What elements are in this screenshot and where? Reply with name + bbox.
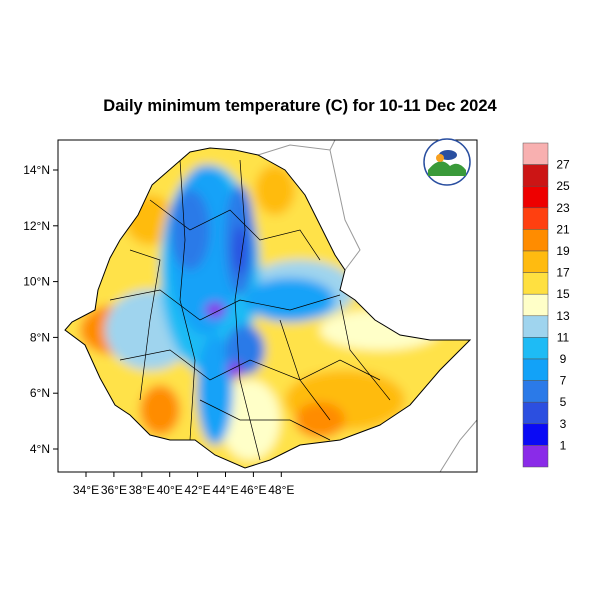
colorbar-label: 5 (560, 395, 567, 409)
colorbar-label: 21 (556, 222, 570, 236)
axes: 34°E 36°E 38°E 40°E 42°E 44°E 46°E 48°E 14°N 12°N… (23, 163, 294, 497)
y-tick-label: 4°N (30, 442, 50, 456)
temperature-region (197, 335, 233, 445)
colorbar-swatch (522, 423, 549, 446)
x-tick-label: 42°E (185, 483, 211, 497)
temperature-region (205, 302, 225, 318)
colorbar-swatch (522, 445, 549, 468)
colorbar-label: 17 (556, 266, 570, 280)
colorbar-label: 27 (556, 158, 570, 172)
colorbar-swatch (522, 250, 549, 273)
colorbar-label: 25 (556, 179, 570, 193)
map-frame (57, 139, 478, 473)
colorbar-swatch (522, 358, 549, 381)
y-tick-label: 8°N (30, 330, 50, 344)
colorbar-label: 1 (560, 438, 567, 452)
x-tick-label: 38°E (129, 483, 155, 497)
colorbar-swatch (522, 164, 549, 187)
temperature-region (295, 402, 345, 438)
colorbar-swatch (522, 315, 549, 338)
x-tick-label: 48°E (268, 483, 294, 497)
x-tick-label: 34°E (73, 483, 99, 497)
colorbar-label: 23 (556, 201, 570, 215)
neighbor-borders (257, 140, 477, 472)
colorbar-label: 15 (556, 287, 570, 301)
admin-boundaries (109, 159, 391, 461)
logo (423, 138, 471, 186)
colorbar-swatch (522, 401, 549, 425)
colorbar-label: 11 (557, 330, 570, 344)
temperature-region (255, 165, 295, 215)
colorbar: 27 25 23 21 19 17 15 13 11 9 7 5 3 1 (522, 142, 570, 468)
y-tick-label: 14°N (23, 163, 50, 177)
colorbar-label: 13 (556, 309, 570, 323)
colorbar-swatch (522, 229, 549, 252)
colorbar-swatch (522, 207, 549, 230)
colorbar-swatch (522, 272, 549, 295)
colorbar-swatch (522, 380, 549, 403)
colorbar-swatch (522, 293, 549, 317)
colorbar-label: 7 (560, 374, 567, 388)
y-tick-label: 12°N (23, 219, 50, 233)
x-tick-label: 40°E (157, 483, 183, 497)
colorbar-swatch (522, 142, 549, 165)
temperature-region (320, 310, 440, 350)
x-tick-label: 36°E (101, 483, 127, 497)
x-tick-label: 46°E (240, 483, 266, 497)
temperature-region (233, 225, 247, 275)
temperature-region (140, 385, 180, 435)
x-tick-label: 44°E (212, 483, 238, 497)
colorbar-swatch (522, 185, 549, 209)
colorbar-swatch (522, 337, 549, 360)
temperature-field (65, 148, 470, 468)
temperature-region (245, 278, 335, 322)
colorbar-label: 9 (560, 352, 567, 366)
colorbar-label: 19 (556, 244, 570, 258)
colorbar-label: 3 (560, 417, 567, 431)
y-tick-label: 10°N (23, 275, 50, 289)
y-tick-label: 6°N (30, 386, 50, 400)
map-title: Daily minimum temperature (C) for 10-11 … (103, 97, 497, 115)
